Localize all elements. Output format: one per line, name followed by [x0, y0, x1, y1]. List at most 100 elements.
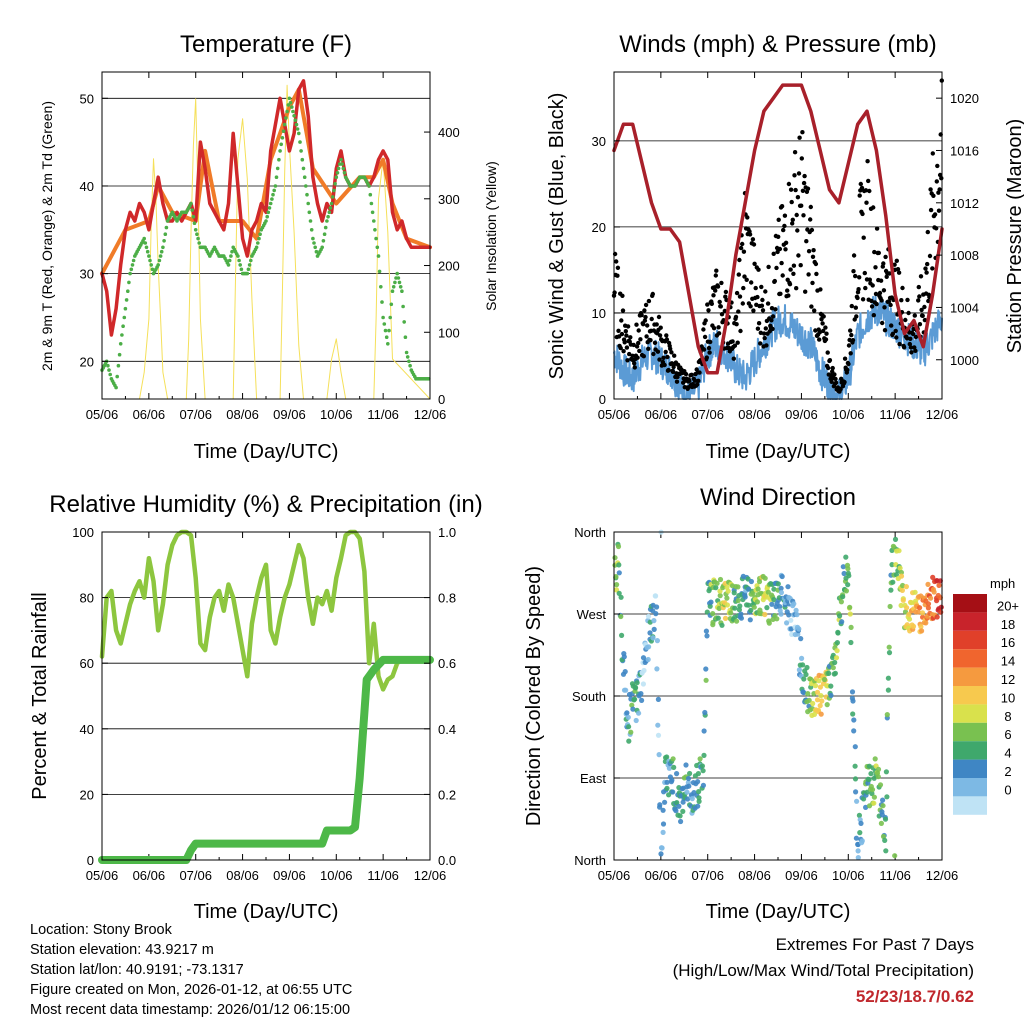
- direction-point: [700, 782, 707, 789]
- direction-point: [847, 604, 853, 610]
- direction-point: [660, 807, 666, 813]
- dewpoint-point: [376, 254, 381, 258]
- gust-point: [893, 328, 898, 334]
- dewpoint-point: [265, 214, 270, 219]
- dewpoint-point: [277, 157, 281, 162]
- direction-point: [925, 581, 931, 588]
- direction-point: [660, 821, 667, 827]
- dewpoint-point: [157, 258, 162, 263]
- gust-point: [783, 247, 788, 252]
- gust-point: [849, 303, 854, 309]
- direction-point: [653, 611, 659, 617]
- direction-point: [925, 601, 932, 607]
- dewpoint-point: [314, 249, 319, 254]
- gust-point: [869, 304, 875, 309]
- gust-point: [913, 334, 919, 340]
- gust-point: [730, 339, 735, 344]
- gust-point: [858, 181, 863, 187]
- gust-point: [745, 215, 750, 220]
- gust-point: [889, 323, 894, 328]
- dewpoint-point: [336, 166, 341, 171]
- gust-point: [847, 337, 852, 343]
- dewpoint-point: [342, 171, 347, 175]
- gust-point: [738, 328, 743, 334]
- gust-point: [696, 378, 701, 383]
- gust-point: [704, 355, 709, 360]
- direction-point: [687, 770, 693, 777]
- gust-point: [832, 372, 837, 377]
- gust-point: [719, 280, 724, 286]
- gust-point: [813, 261, 819, 267]
- dewpoint-point: [229, 254, 233, 258]
- direction-point: [801, 676, 807, 682]
- y-tick-label: West: [577, 607, 607, 622]
- dewpoint-point: [312, 241, 316, 245]
- dewpoint-point: [142, 236, 146, 241]
- direction-point: [624, 710, 630, 716]
- gust-point: [737, 294, 743, 299]
- dewpoint-point: [313, 245, 318, 250]
- direction-point: [887, 603, 893, 610]
- direction-point: [843, 554, 849, 560]
- legend-swatch: [953, 741, 987, 760]
- direction-point: [857, 830, 863, 836]
- direction-point: [852, 744, 858, 750]
- precipitation-line: [98, 655, 434, 864]
- direction-point: [810, 700, 816, 707]
- gust-point: [916, 284, 921, 290]
- gust-point: [738, 245, 744, 251]
- dewpoint-point: [226, 263, 231, 267]
- panel-wind-direction: [612, 529, 987, 861]
- gust-point: [881, 288, 887, 293]
- direction-point: [882, 816, 889, 822]
- direction-point: [700, 768, 706, 774]
- dewpoint-point: [329, 201, 334, 206]
- direction-point: [658, 851, 664, 857]
- gust-point: [913, 348, 918, 353]
- legend-label: 10: [1001, 690, 1015, 705]
- x-tick-label: 12/06: [414, 868, 447, 883]
- gust-point: [625, 358, 630, 363]
- gust-point: [612, 290, 617, 295]
- gust-point: [901, 345, 907, 350]
- dewpoint-point: [320, 245, 325, 250]
- gust-point: [846, 343, 852, 348]
- direction-point: [788, 617, 794, 623]
- direction-point: [817, 703, 823, 709]
- dewpoint-point: [271, 192, 275, 197]
- dewpoint-point: [297, 131, 301, 136]
- gust-point: [625, 324, 631, 329]
- gust-point: [930, 151, 935, 156]
- direction-point: [615, 543, 622, 550]
- gust-point: [756, 267, 761, 272]
- direction-point: [738, 615, 745, 621]
- direction-point: [614, 582, 620, 588]
- gust-point: [779, 204, 785, 209]
- gust-point: [827, 358, 833, 363]
- gust-point: [764, 343, 769, 348]
- gust-point: [927, 253, 933, 259]
- gust-point: [751, 308, 756, 313]
- direction-point: [708, 599, 714, 605]
- direction-point: [677, 813, 683, 819]
- dewpoint-point: [131, 258, 136, 263]
- legend-swatch: [953, 612, 987, 631]
- direction-point: [845, 566, 851, 572]
- direction-point: [919, 610, 926, 616]
- direction-point: [640, 681, 647, 687]
- direction-point: [724, 602, 731, 608]
- gust-point: [628, 335, 633, 340]
- solar-insolation-line: [101, 84, 431, 400]
- dewpoint-point: [237, 258, 241, 263]
- gust-point: [879, 298, 884, 303]
- direction-point: [830, 665, 836, 671]
- direction-point: [613, 574, 619, 580]
- gust-point: [766, 264, 771, 270]
- gust-point: [903, 317, 908, 323]
- gust-point: [734, 290, 740, 296]
- gust-point: [867, 277, 872, 282]
- direction-point: [892, 853, 898, 859]
- x-tick-label: 07/06: [179, 407, 212, 422]
- dewpoint-point: [288, 100, 293, 105]
